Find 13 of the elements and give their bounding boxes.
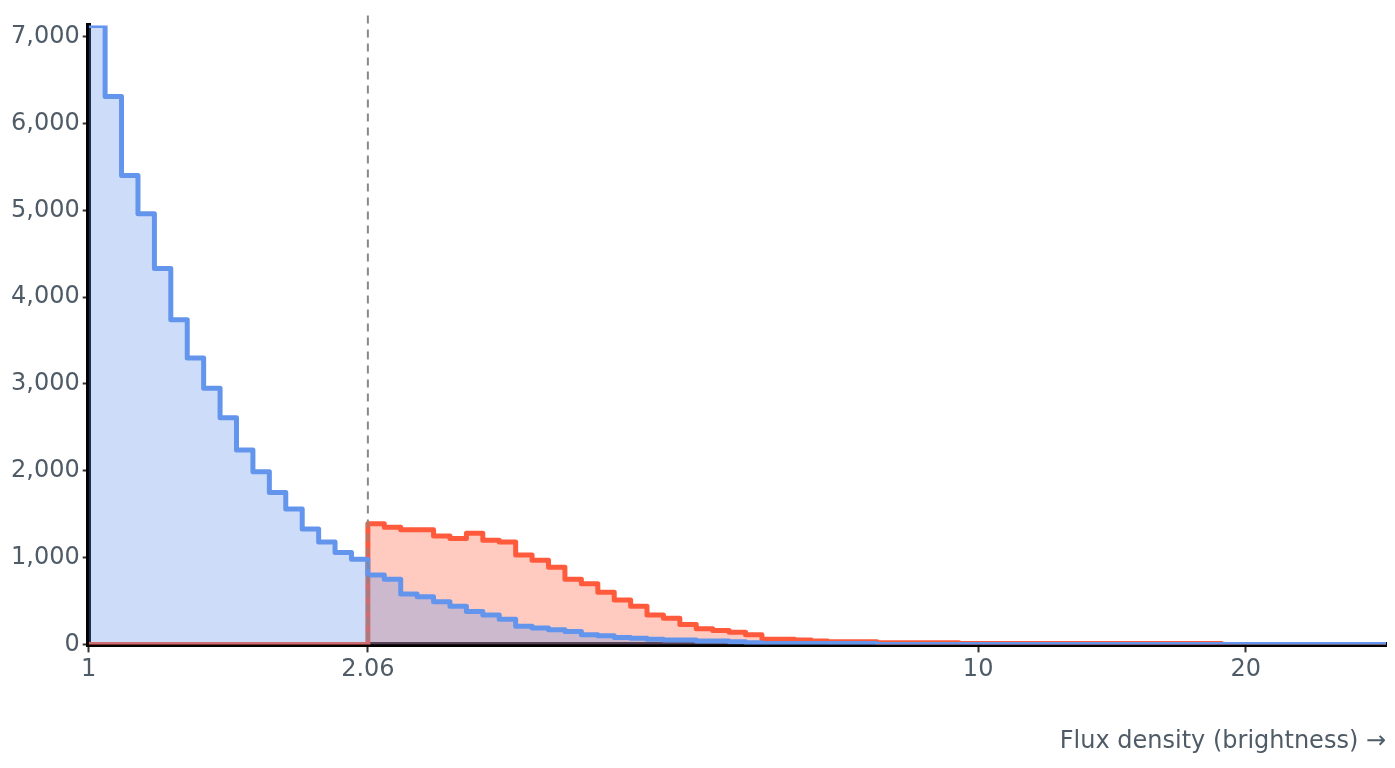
- x-tick-label: 20: [1230, 654, 1262, 683]
- y-tick-label: 5,000: [10, 194, 80, 223]
- y-tick-label: 4,000: [10, 281, 80, 310]
- x-axis-title: Flux density (brightness) →: [1059, 725, 1386, 754]
- y-tick-label: 3,000: [10, 368, 80, 397]
- y-tick-label: 6,000: [10, 107, 80, 136]
- y-tick-label: 2,000: [10, 455, 80, 483]
- y-tick-label: 1,000: [10, 541, 80, 570]
- y-tick-label: 7,000: [10, 20, 80, 49]
- x-tick-label: 10: [962, 654, 994, 683]
- y-tick-label: 0: [64, 628, 80, 657]
- x-tick-label: 2.06: [341, 654, 395, 683]
- x-tick-label: 1: [81, 654, 97, 683]
